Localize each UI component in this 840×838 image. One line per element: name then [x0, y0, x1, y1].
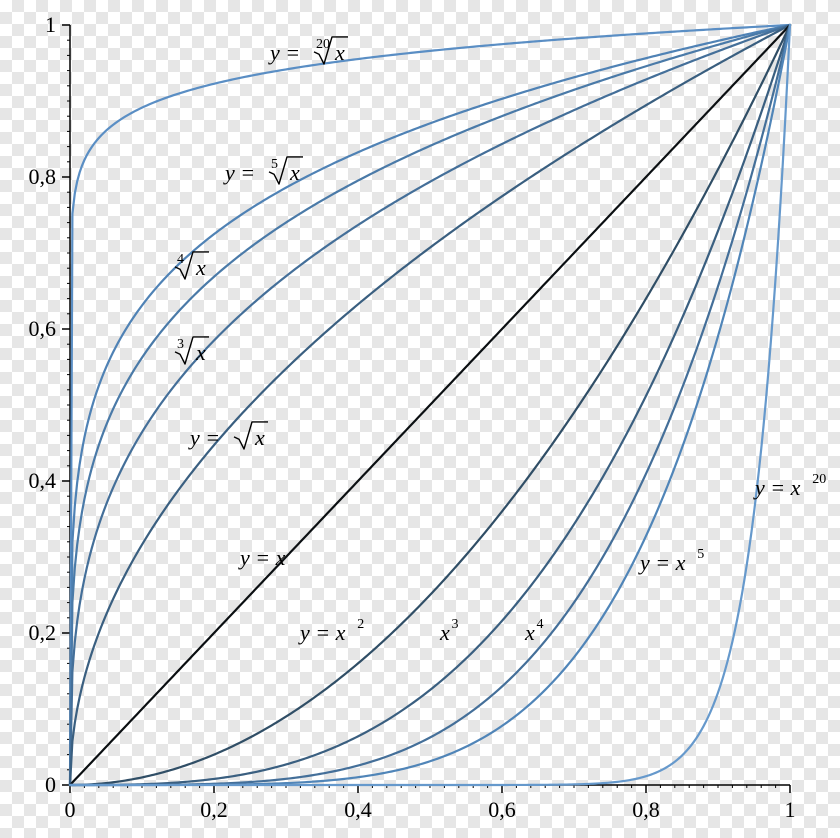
x-tick-label: 0,8 [632, 797, 660, 822]
label-sqrt: y = x [188, 422, 268, 450]
label-p2: y = x 2 [298, 617, 364, 645]
svg-text:x: x [195, 255, 206, 280]
svg-text:y = x: y = x [753, 475, 801, 500]
y-tick-label: 0,2 [29, 620, 57, 645]
svg-text:5: 5 [697, 547, 704, 562]
svg-text:5: 5 [271, 157, 278, 172]
svg-text:x: x [524, 620, 535, 645]
y-tick-label: 0,6 [29, 316, 57, 341]
svg-text:x: x [289, 160, 300, 185]
svg-text:y =: y = [188, 425, 220, 450]
x-tick-label: 0 [65, 797, 76, 822]
svg-text:y =: y = [223, 160, 255, 185]
label-root4: 4x [175, 252, 209, 280]
svg-text:x: x [254, 425, 265, 450]
svg-text:x: x [439, 620, 450, 645]
y-tick-label: 1 [45, 12, 56, 37]
svg-text:x: x [195, 340, 206, 365]
svg-text:y = x: y = x [298, 620, 346, 645]
curve-linear [70, 25, 790, 785]
svg-text:20: 20 [812, 472, 826, 487]
svg-text:4: 4 [536, 617, 543, 632]
svg-text:y = x: y = x [238, 545, 286, 570]
svg-text:y = x: y = x [638, 550, 686, 575]
label-p20: y = x 20 [753, 472, 826, 500]
x-tick-label: 0,4 [344, 797, 372, 822]
label-linear: y = x [238, 545, 286, 570]
x-tick-label: 0,2 [200, 797, 228, 822]
label-root20: y = 20x [268, 37, 348, 65]
svg-text:4: 4 [177, 252, 184, 267]
svg-text:x: x [334, 40, 345, 65]
label-root3: 3x [175, 337, 209, 365]
label-p5: y = x 5 [638, 547, 704, 575]
power-root-chart: 00,20,40,60,8100,20,40,60,81y = 20xy = 5… [0, 0, 840, 838]
label-p3: x3 [439, 617, 458, 645]
svg-text:3: 3 [177, 337, 184, 352]
label-root5: y = 5x [223, 157, 303, 185]
x-tick-label: 0,6 [488, 797, 516, 822]
svg-text:2: 2 [357, 617, 364, 632]
svg-text:y =: y = [268, 40, 300, 65]
svg-text:3: 3 [451, 617, 458, 632]
label-p4: x4 [524, 617, 543, 645]
y-tick-label: 0,8 [29, 164, 57, 189]
y-tick-label: 0,4 [29, 468, 57, 493]
x-tick-label: 1 [785, 797, 796, 822]
y-tick-label: 0 [45, 772, 56, 797]
